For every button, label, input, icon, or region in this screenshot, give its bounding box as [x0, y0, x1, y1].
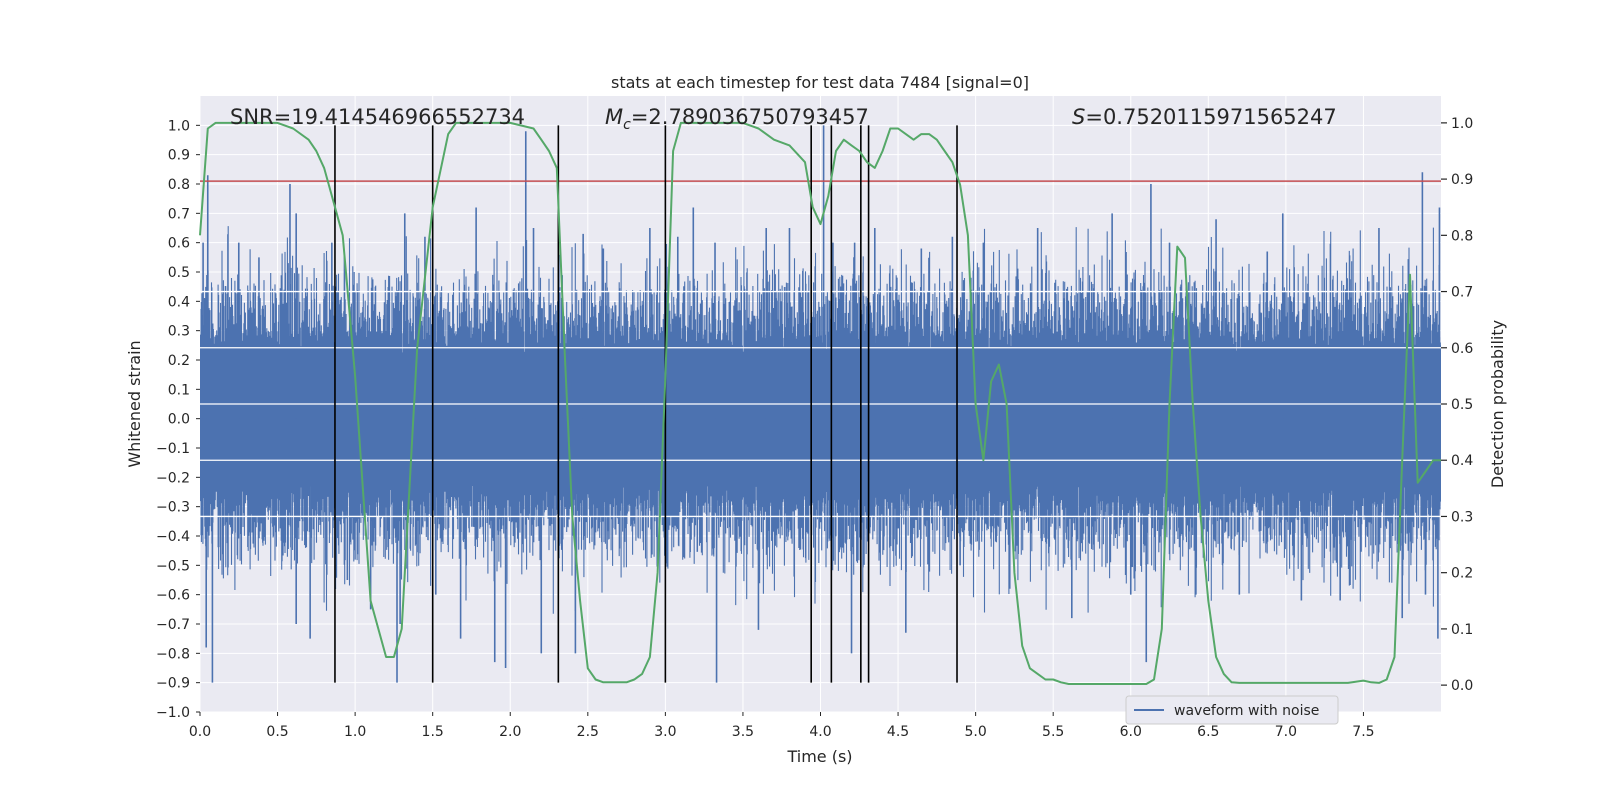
- mc-symbol: M: [605, 105, 623, 129]
- y-tick-label: 0.9: [168, 148, 190, 164]
- x-tick-label: 3.0: [654, 724, 676, 740]
- mc-subscript: c: [623, 117, 631, 133]
- x-tick-label: 1.0: [344, 724, 366, 740]
- y2-tick-label: 0.2: [1451, 566, 1473, 582]
- y-tick-label: 0.0: [168, 412, 190, 428]
- y-axis-ticks: −1.0 −0.9 −0.8 −0.7 −0.6 −0.5 −0.4 −0.3 −0.2 −0.1…: [156, 118, 200, 721]
- vertical-markers: [334, 125, 958, 683]
- y2-tick-label: 0.4: [1451, 453, 1473, 469]
- y-tick-label: 0.4: [168, 294, 190, 310]
- y2-tick-label: 1.0: [1451, 116, 1473, 132]
- x-tick-label: 7.5: [1352, 724, 1374, 740]
- y2-axis-ticks: 0.0 0.1 0.2 0.3 0.4 0.5 0.6 0.7 0.8 0.9 1.0: [1441, 116, 1473, 694]
- y-tick-label: −0.1: [156, 441, 190, 457]
- x-tick-label: 2.0: [499, 724, 521, 740]
- y2-tick-label: 0.0: [1451, 678, 1473, 694]
- y2-tick-label: 0.6: [1451, 341, 1473, 357]
- score-annotation: S=0.7520115971565247: [1072, 105, 1337, 129]
- x-tick-label: 6.5: [1197, 724, 1219, 740]
- y-tick-label: 0.6: [168, 236, 190, 252]
- legend: waveform with noise: [1125, 695, 1339, 725]
- y-tick-label: −0.2: [156, 470, 190, 486]
- y-tick-label: 0.5: [168, 265, 190, 281]
- probability-series: [199, 121, 1441, 685]
- x-tick-label: 7.0: [1275, 724, 1297, 740]
- y-tick-label: −0.7: [156, 617, 190, 633]
- x-tick-label: 1.5: [422, 724, 444, 740]
- legend-label: waveform with noise: [1174, 703, 1319, 719]
- s-symbol: S: [1072, 105, 1085, 129]
- y2-tick-label: 0.1: [1451, 622, 1473, 638]
- x-tick-label: 6.0: [1120, 724, 1142, 740]
- y-tick-label: −0.6: [156, 588, 190, 604]
- x-tick-label: 5.0: [964, 724, 986, 740]
- y-tick-label: −0.3: [156, 500, 190, 516]
- x-axis-ticks: 0.0 0.5 1.0 1.5 2.0 2.5 3.0 3.5 4.0 4.5 5.0 5.5 6.0 6…: [189, 712, 1375, 740]
- y2-tick-label: 0.3: [1451, 509, 1473, 525]
- y2-tick-label: 0.7: [1451, 285, 1473, 301]
- legend-box: [1125, 695, 1339, 725]
- y-tick-label: 1.0: [168, 118, 190, 134]
- y2-tick-label: 0.9: [1451, 172, 1473, 188]
- x-tick-label: 0.0: [189, 724, 211, 740]
- x-tick-label: 0.5: [266, 724, 288, 740]
- y-tick-label: −0.9: [156, 676, 190, 692]
- x-tick-label: 4.0: [809, 724, 831, 740]
- x-tick-label: 3.5: [732, 724, 754, 740]
- chirp-mass-annotation: Mc=2.789036750793457: [605, 105, 869, 133]
- s-value: =0.7520115971565247: [1085, 105, 1336, 129]
- probability-line: [199, 121, 1441, 685]
- x-tick-label: 5.5: [1042, 724, 1064, 740]
- snr-annotation: SNR=19.414546966552734: [230, 105, 525, 129]
- y-tick-label: −0.8: [156, 646, 190, 662]
- y2-tick-label: 0.5: [1451, 397, 1473, 413]
- y-tick-label: 0.2: [168, 353, 190, 369]
- y-tick-label: 0.8: [168, 177, 190, 193]
- y2-axis-label: Detection probability: [1488, 320, 1507, 488]
- y-tick-label: 0.3: [168, 324, 190, 340]
- mc-value: =2.789036750793457: [631, 105, 869, 129]
- waveform-series: [200, 125, 1441, 683]
- y-tick-label: 0.7: [168, 206, 190, 222]
- y2-tick-label: 0.8: [1451, 228, 1473, 244]
- x-tick-label: 4.5: [887, 724, 909, 740]
- chart-title: stats at each timestep for test data 748…: [611, 73, 1029, 92]
- x-tick-label: 2.5: [577, 724, 599, 740]
- y-tick-label: 0.1: [168, 382, 190, 398]
- y-tick-label: −0.4: [156, 529, 190, 545]
- y-axis-label: Whitened strain: [125, 340, 144, 467]
- y-tick-label: −1.0: [156, 705, 190, 721]
- x-axis-label: Time (s): [786, 747, 852, 766]
- y-tick-label: −0.5: [156, 558, 190, 574]
